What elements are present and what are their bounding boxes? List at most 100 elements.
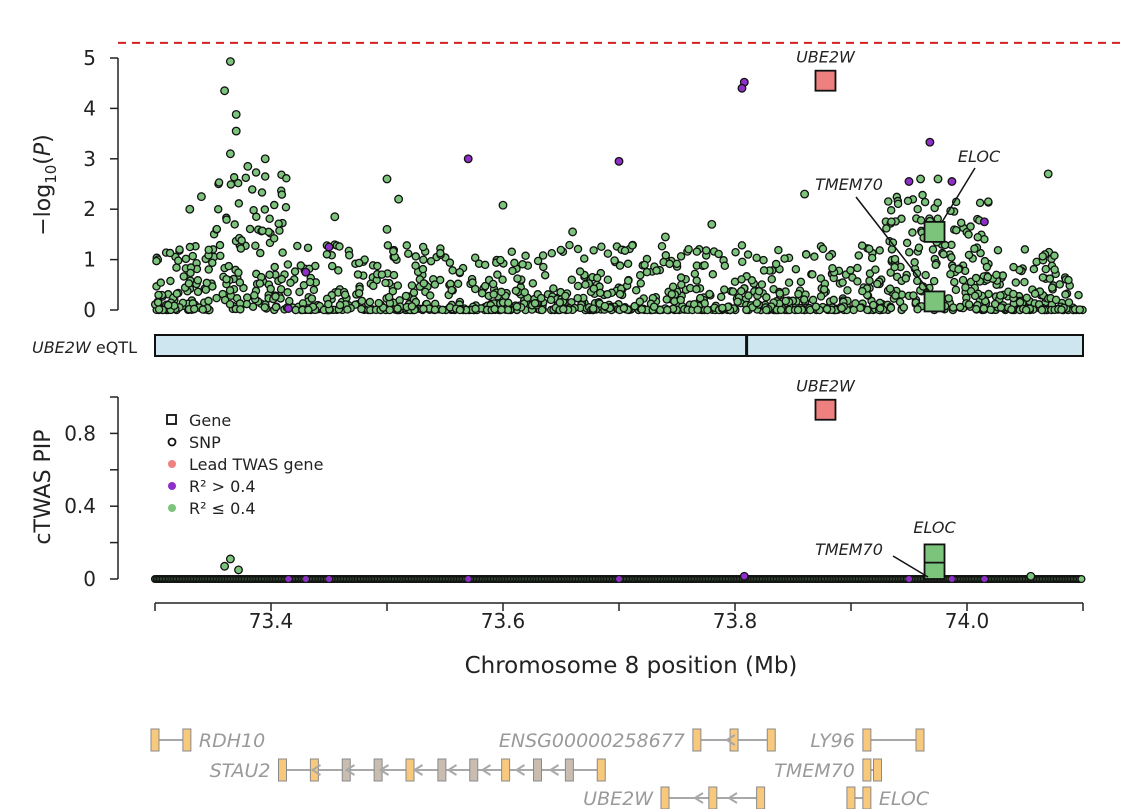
gwas-snp-point xyxy=(649,302,659,311)
gwas-snp-point xyxy=(303,243,313,253)
gwas-snp-point xyxy=(521,251,530,261)
pip-snp-point xyxy=(906,576,912,582)
legend-label: R² ≤ 0.4 xyxy=(189,499,256,518)
gwas-y-axis: 0 1 2 3 4 5 xyxy=(83,46,119,322)
gwas-snp-point xyxy=(497,305,506,314)
gwas-snp-point xyxy=(226,180,236,189)
gwas-snp-point xyxy=(958,275,968,285)
gwas-snp-point xyxy=(496,255,505,265)
gene-exon xyxy=(278,758,287,782)
gwas-snp-point xyxy=(401,291,411,301)
gene-exon xyxy=(533,758,542,782)
gwas-snp-point xyxy=(865,276,874,286)
gwas-snp-point xyxy=(737,257,747,267)
legend-label: R² > 0.4 xyxy=(189,477,256,496)
gwas-snp-point xyxy=(214,178,224,187)
gwas-snp-point xyxy=(212,224,222,234)
gwas-snp-point xyxy=(354,258,364,268)
gwas-snp-point xyxy=(188,251,198,261)
gwas-snp-point xyxy=(950,277,959,287)
gene-exon xyxy=(846,786,856,809)
gwas-snp-point xyxy=(528,279,538,288)
gwas-snp-point xyxy=(771,259,781,269)
legend-snp-circle xyxy=(167,437,177,447)
pip-snp-point xyxy=(1077,574,1086,584)
gwas-snp-point xyxy=(615,261,625,270)
gwas-snp-point xyxy=(775,289,785,298)
gwas-snp-point xyxy=(154,305,164,314)
gwas-snp-point xyxy=(436,248,445,258)
gwas-snp-point xyxy=(419,304,428,314)
gwas-snp-point xyxy=(234,199,244,208)
gwas-snp-point xyxy=(256,248,265,258)
gwas-snp-point xyxy=(307,294,317,303)
gwas-snp-point xyxy=(353,270,363,279)
gwas-snp-point xyxy=(579,254,589,263)
gwas-snp-point xyxy=(903,196,913,206)
gwas-snp-point xyxy=(257,188,267,197)
gwas-snp-point xyxy=(393,304,402,313)
gwas-snp-point xyxy=(357,296,367,306)
gene-exon xyxy=(862,786,872,809)
gwas-snp-point xyxy=(867,253,877,263)
gwas-snp-point xyxy=(949,303,958,312)
gwas-snp-point xyxy=(497,287,506,297)
gwas-snp-point xyxy=(910,258,919,267)
gene-exon xyxy=(756,786,766,809)
gwas-snp-point xyxy=(229,173,239,182)
gwas-snp-point xyxy=(565,240,574,250)
gwas-snp-point xyxy=(701,246,711,255)
gwas-snp-point xyxy=(800,189,810,199)
gwas-snp-point xyxy=(365,297,375,307)
gwas-gene-label-ube2w: UBE2W xyxy=(796,48,856,67)
gwas-snp-point xyxy=(293,241,302,251)
gwas-snp-point xyxy=(546,295,556,305)
gwas-snp-point xyxy=(846,266,855,275)
gwas-snp-point xyxy=(393,281,403,290)
pip-snp-point xyxy=(1026,571,1036,581)
gene-strand-arrow xyxy=(412,764,424,776)
gwas-snp-point xyxy=(971,273,981,283)
pip-panel: 0 0.4 0.8 cTWAS PIP UBE2W ELOC TMEM70 Gene SN… xyxy=(31,377,1086,679)
gene-track-label: UBE2W xyxy=(583,788,654,809)
gwas-snp-point xyxy=(668,282,678,291)
gwas-snp-point xyxy=(913,204,922,214)
gene-exon xyxy=(469,758,479,782)
gwas-snp-point xyxy=(174,256,183,265)
gwas-snp-point xyxy=(373,261,382,271)
gwas-snp-point xyxy=(555,298,565,307)
gene-exon xyxy=(766,728,776,752)
pip-snp-point xyxy=(225,554,235,564)
gwas-snp-point xyxy=(225,57,235,66)
gwas-snp-point xyxy=(1037,305,1047,315)
gwas-snp-point xyxy=(567,275,577,285)
gwas-snp-point xyxy=(984,197,993,206)
gwas-snp-point xyxy=(247,185,257,194)
gwas-snp-point xyxy=(518,260,527,269)
gwas-snp-point xyxy=(829,295,838,305)
gwas-snp-point xyxy=(324,299,333,309)
pip-gene-markers: UBE2W ELOC TMEM70 xyxy=(796,377,956,580)
gene-strand-arrow xyxy=(446,764,458,776)
gwas-snp-point xyxy=(908,228,917,237)
gwas-snp-point xyxy=(374,298,384,308)
gwas-snp-point xyxy=(875,304,885,313)
gwas-snp-point xyxy=(438,305,447,315)
gwas-snp-point xyxy=(728,287,738,296)
gwas-snp-point xyxy=(759,255,768,265)
gwas-snp-point xyxy=(589,246,598,255)
gwas-snp-point xyxy=(154,290,163,300)
gwas-snp-point xyxy=(224,261,234,271)
gwas-snp-point xyxy=(389,270,399,280)
gwas-snp-point xyxy=(166,276,175,286)
gwas-snp-point xyxy=(463,154,473,164)
gwas-snp-point xyxy=(890,262,899,272)
gwas-snp-point xyxy=(891,291,900,300)
gwas-snp-point xyxy=(619,303,629,313)
pip-snp-point xyxy=(234,565,243,575)
gwas-snp-point xyxy=(231,126,241,136)
gwas-snp-point xyxy=(455,267,465,277)
gwas-snp-point xyxy=(404,249,413,258)
gwas-snp-point xyxy=(357,304,366,314)
gwas-snp-point xyxy=(1050,265,1059,274)
